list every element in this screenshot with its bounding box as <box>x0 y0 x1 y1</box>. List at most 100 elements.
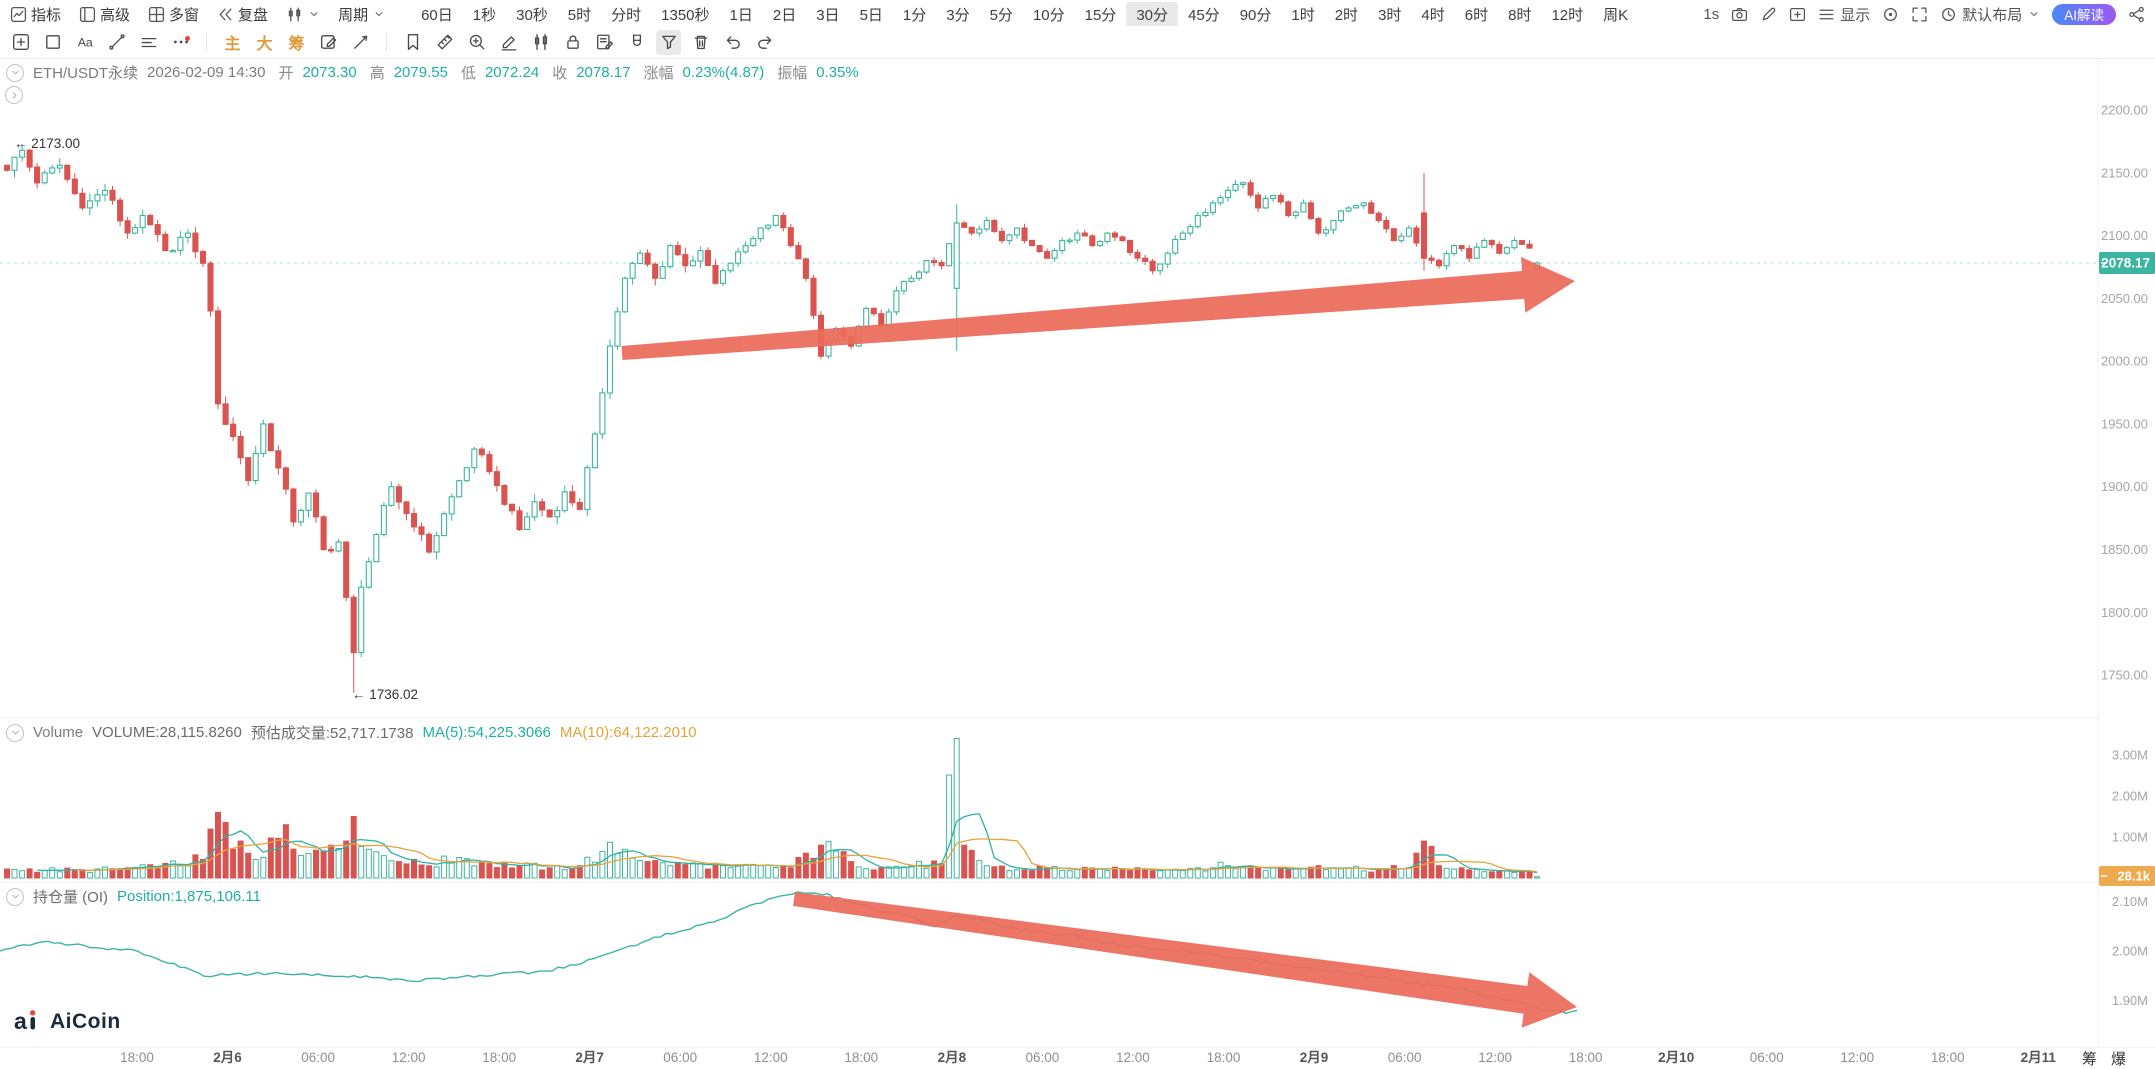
rect-tool[interactable] <box>40 30 65 55</box>
share-button[interactable] <box>2128 6 2145 23</box>
chips-tool[interactable]: 筹 <box>2082 1051 2098 1068</box>
open-interest-line[interactable] <box>0 891 1578 1015</box>
timeframe-10分[interactable]: 10分 <box>1032 6 1065 24</box>
aicoin-logo: a AiCoin <box>14 1008 121 1035</box>
measure-tool[interactable] <box>348 30 373 55</box>
collapse-price-pane-icon[interactable] <box>6 63 24 82</box>
marker-tool[interactable] <box>496 30 521 55</box>
tab-large-chart[interactable]: 大 <box>256 36 273 53</box>
text-tool[interactable]: Aa <box>72 30 97 55</box>
timeframe-12时[interactable]: 12时 <box>1551 6 1584 24</box>
multi-window-menu[interactable]: 多窗 <box>148 4 199 25</box>
trendline-tool[interactable] <box>104 30 129 55</box>
volume-series[interactable] <box>4 738 1540 879</box>
svg-text:2050.00: 2050.00 <box>2101 291 2148 306</box>
clock-icon <box>1942 7 1956 21</box>
svg-text:1800.00: 1800.00 <box>2101 605 2148 620</box>
note-tool[interactable] <box>592 30 617 55</box>
multi-window-icon <box>148 6 165 22</box>
bookmark-tool[interactable] <box>400 30 425 55</box>
timeframe-5日[interactable]: 5日 <box>859 6 883 24</box>
draw-button[interactable] <box>1760 6 1777 23</box>
price-annotation: ← 1736.02 <box>352 687 418 702</box>
kline-compare-tool[interactable] <box>528 30 553 55</box>
period-menu[interactable]: 周期 <box>338 4 385 25</box>
chart-type-menu[interactable] <box>286 6 320 23</box>
ruler-tool[interactable] <box>432 30 457 55</box>
chevron-right-icon <box>12 91 16 99</box>
add-pane-button[interactable] <box>1789 6 1806 23</box>
more-tools[interactable] <box>168 30 193 55</box>
timeframe-1350秒[interactable]: 1350秒 <box>661 6 710 24</box>
timeframe-5时[interactable]: 5时 <box>567 6 592 24</box>
aicoin-logo-mark: a <box>14 1008 36 1034</box>
lock-icon <box>566 35 579 49</box>
undo-button[interactable] <box>720 30 745 55</box>
timeframe-分时[interactable]: 分时 <box>611 6 642 24</box>
magnet-tool[interactable] <box>624 30 649 55</box>
realtime-interval[interactable]: 1s <box>1703 5 1720 23</box>
replay-menu[interactable]: 复盘 <box>217 4 268 25</box>
timeframe-3日[interactable]: 3日 <box>816 6 840 24</box>
advanced-menu[interactable]: 高级 <box>79 4 130 25</box>
timeframe-15分[interactable]: 15分 <box>1084 6 1117 24</box>
top-toolbar: 指标 高级 多窗 复盘 周期 60日 1秒 30秒 5时 分时 1350秒 1日 2日 3日 5日 1分 3分… <box>0 0 2155 27</box>
add-chart-tool[interactable] <box>8 30 33 55</box>
edit-box-icon <box>320 35 336 49</box>
change-value: 0.23%(4.87) <box>682 64 765 81</box>
lock-tool[interactable] <box>560 30 585 55</box>
timeframe-90分[interactable]: 90分 <box>1239 6 1272 24</box>
timeframe-2日[interactable]: 2日 <box>772 6 797 24</box>
timeframe-3时[interactable]: 3时 <box>1378 6 1402 24</box>
indicator-menu[interactable]: 指标 <box>10 4 61 25</box>
timeframe-1日[interactable]: 1日 <box>729 6 753 24</box>
volume-ma10-line <box>74 838 1538 873</box>
add-chart-icon <box>12 34 29 50</box>
filter-tool[interactable] <box>656 29 681 55</box>
liquidation-tool[interactable]: 爆 <box>2111 1051 2127 1068</box>
svg-text:1750.00: 1750.00 <box>2101 668 2148 683</box>
svg-text:2100.00: 2100.00 <box>2101 228 2148 243</box>
expand-indicator-icon[interactable] <box>5 86 23 104</box>
edit-box-tool[interactable] <box>316 30 341 55</box>
ai-analysis-button[interactable]: AI解读 <box>2052 3 2116 25</box>
time-axis-ticks: 18:00 2月6 06:00 12:00 18:00 2月7 06:00 12:00 18:0… <box>120 1050 2056 1065</box>
tab-chips[interactable]: 筹 <box>288 36 305 53</box>
layout-menu[interactable]: 默认布局 <box>1940 4 2040 25</box>
timeframe-6时[interactable]: 6时 <box>1464 6 1489 24</box>
candlestick-series[interactable] <box>3 143 1541 693</box>
svg-text:12:00: 12:00 <box>392 1050 426 1065</box>
svg-text:a: a <box>14 1008 27 1034</box>
timeframe-2时[interactable]: 2时 <box>1334 6 1359 24</box>
lines-tool[interactable] <box>136 30 161 55</box>
timeframe-1分[interactable]: 1分 <box>902 6 927 24</box>
timeframe-1时[interactable]: 1时 <box>1291 6 1315 24</box>
trend-arrow-annotations[interactable] <box>621 257 1578 1028</box>
target-button[interactable] <box>1882 6 1899 23</box>
timeframe-30秒[interactable]: 30秒 <box>516 6 548 24</box>
trendline-icon <box>108 34 125 50</box>
fullscreen-button[interactable] <box>1911 6 1928 23</box>
timeframe-4时[interactable]: 4时 <box>1421 6 1445 24</box>
display-menu[interactable]: 显示 <box>1818 4 1870 25</box>
screenshot-button[interactable] <box>1731 6 1748 23</box>
timeframe-8时[interactable]: 8时 <box>1508 6 1532 24</box>
timeframe-30分[interactable]: 30分 <box>1126 1 1178 27</box>
svg-text:18:00: 18:00 <box>1207 1050 1241 1065</box>
collapse-oi-pane-icon[interactable] <box>6 887 24 906</box>
timeframe-5分[interactable]: 5分 <box>989 6 1013 24</box>
zoom-in-tool[interactable] <box>464 30 489 55</box>
timeframe-周K[interactable]: 周K <box>1603 6 1629 24</box>
collapse-volume-pane-icon[interactable] <box>6 723 24 742</box>
tab-main-chart[interactable]: 主 <box>224 36 241 53</box>
delete-tool[interactable] <box>688 30 713 55</box>
svg-text:3.00M: 3.00M <box>2112 748 2148 763</box>
svg-text:2.00M: 2.00M <box>2112 789 2148 804</box>
rect-icon <box>45 35 60 49</box>
redo-button[interactable] <box>752 30 777 55</box>
timeframe-3分[interactable]: 3分 <box>946 6 970 24</box>
timeframe-1秒[interactable]: 1秒 <box>472 6 497 24</box>
timeframe-60日[interactable]: 60日 <box>421 6 453 24</box>
timeframe-45分[interactable]: 45分 <box>1188 6 1220 24</box>
